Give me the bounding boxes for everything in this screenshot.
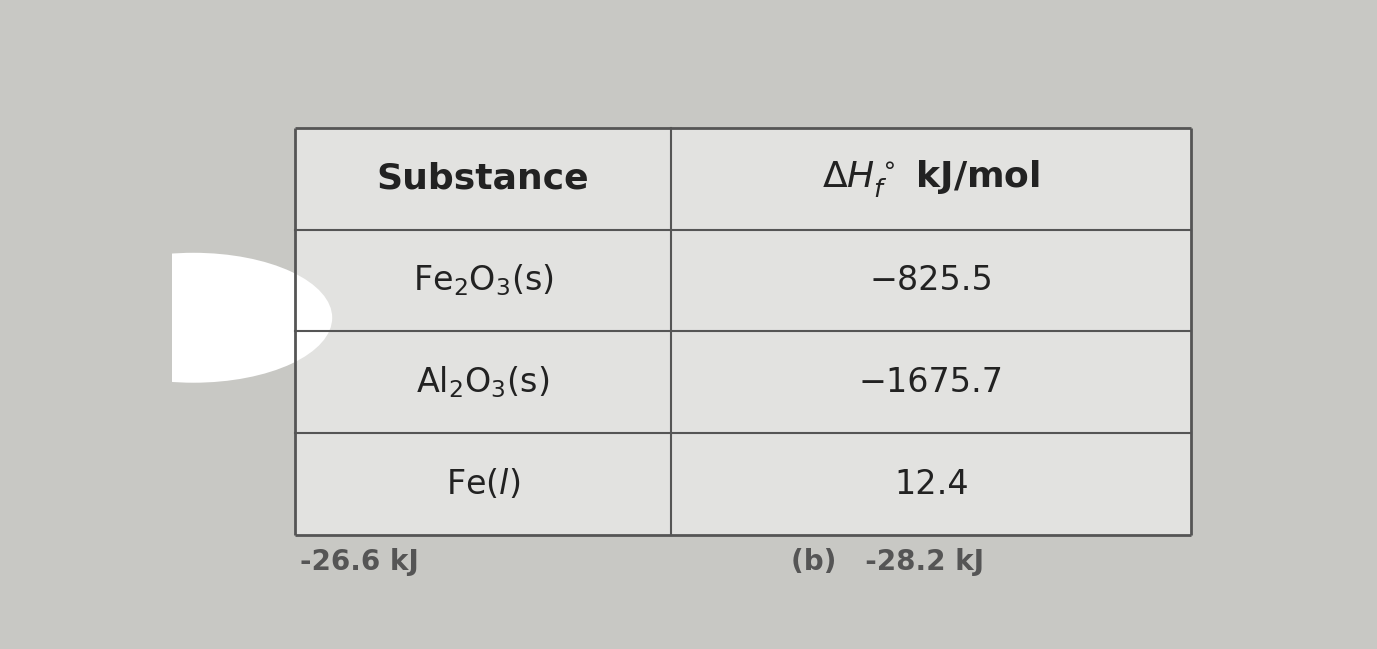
Bar bbox=[295, 434, 672, 535]
Text: Al$_2$O$_3$(s): Al$_2$O$_3$(s) bbox=[416, 365, 549, 400]
Bar bbox=[295, 230, 672, 332]
Bar bbox=[672, 128, 1191, 230]
Text: -26.6 kJ: -26.6 kJ bbox=[300, 548, 419, 576]
Text: −825.5: −825.5 bbox=[869, 264, 993, 297]
Text: −1675.7: −1675.7 bbox=[859, 366, 1004, 399]
Text: Fe$_2$O$_3$(s): Fe$_2$O$_3$(s) bbox=[413, 263, 554, 299]
Bar bbox=[672, 230, 1191, 332]
Text: 12.4: 12.4 bbox=[894, 468, 968, 501]
Text: Fe($\it{l}$): Fe($\it{l}$) bbox=[446, 467, 521, 501]
Bar bbox=[295, 332, 672, 434]
Circle shape bbox=[55, 252, 332, 383]
Text: $\Delta H_f^\circ$ kJ/mol: $\Delta H_f^\circ$ kJ/mol bbox=[822, 158, 1041, 199]
Text: (b)   -28.2 kJ: (b) -28.2 kJ bbox=[790, 548, 985, 576]
Bar bbox=[672, 332, 1191, 434]
Text: Substance: Substance bbox=[377, 162, 589, 196]
Bar bbox=[295, 128, 672, 230]
Bar bbox=[672, 434, 1191, 535]
